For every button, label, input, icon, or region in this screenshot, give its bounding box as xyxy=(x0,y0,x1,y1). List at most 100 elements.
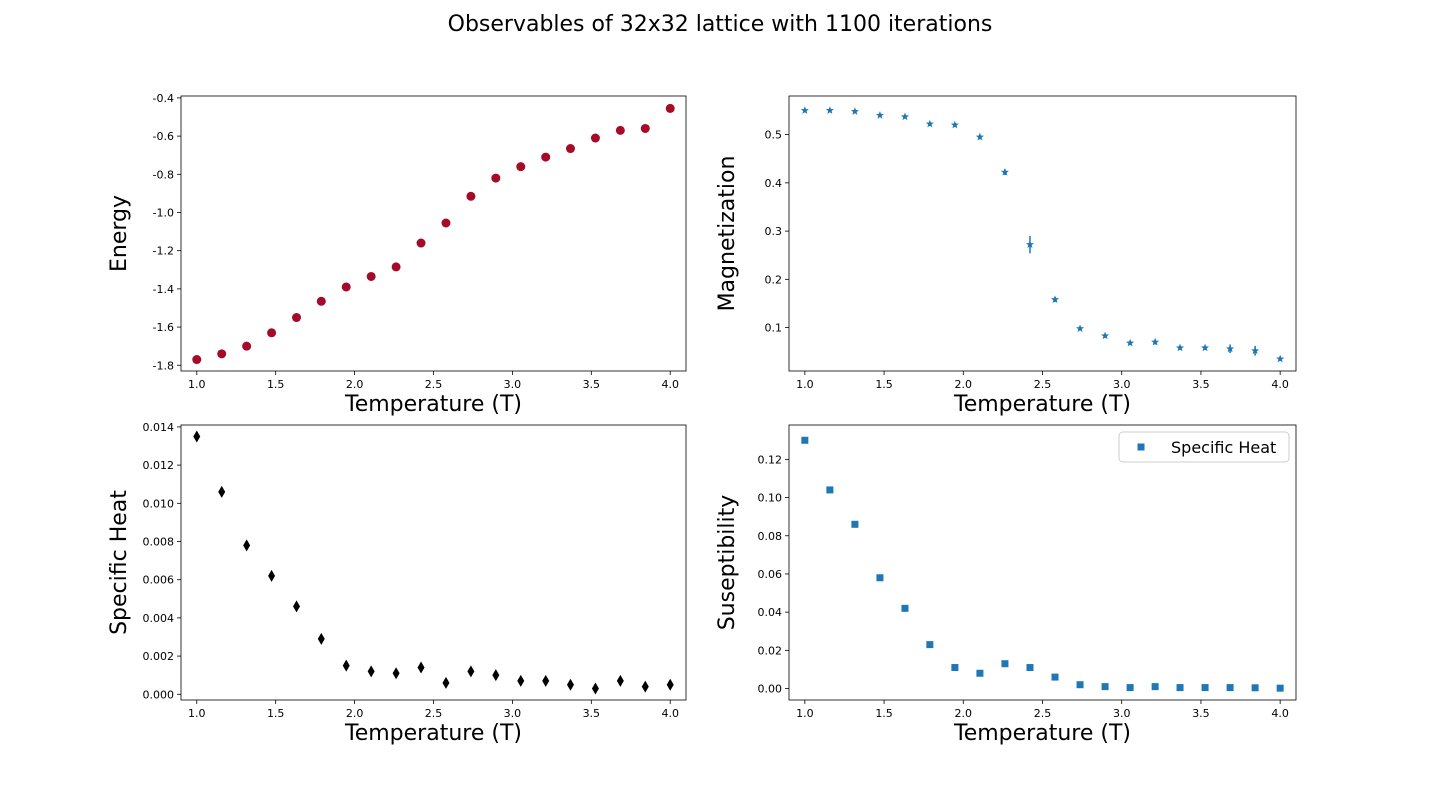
x-tick-label: 1.0 xyxy=(796,707,814,720)
data-point xyxy=(542,674,550,687)
x-tick-label: 4.0 xyxy=(661,378,679,391)
data-point xyxy=(1226,684,1234,692)
subplot-susceptibility: 1.0 1.5 2.0 2.5 3.0 3.5 4.0 0.00 0.02 0.04 0.06 0.0… xyxy=(715,424,1297,746)
data-point xyxy=(1051,673,1059,681)
x-tick-label: 4.0 xyxy=(661,707,679,720)
x-tick-label: 2.0 xyxy=(346,378,364,391)
y-tick-label: -0.4 xyxy=(153,92,174,105)
x-tick-label: 2.0 xyxy=(346,707,364,720)
data-point xyxy=(341,282,351,292)
x-tick-label: 3.5 xyxy=(583,378,601,391)
data-point xyxy=(267,328,277,338)
y-axis-label: Specific Heat xyxy=(107,490,132,635)
data-point xyxy=(442,676,450,689)
y-tick-label: 0.08 xyxy=(758,530,783,543)
data-point xyxy=(1176,343,1185,352)
y-tick-label: -1.6 xyxy=(153,321,174,334)
data-point xyxy=(641,680,649,693)
y-tick-label: 0.00 xyxy=(758,683,783,696)
data-point xyxy=(1126,338,1135,347)
x-axis-label: Temperature (T) xyxy=(344,721,522,746)
y-tick-label: -0.6 xyxy=(153,130,174,143)
data-point xyxy=(900,112,909,121)
x-tick-label: 2.5 xyxy=(425,378,443,391)
x-tick-label: 3.5 xyxy=(583,707,601,720)
data-point xyxy=(342,659,350,672)
y-tick-label: 0.12 xyxy=(758,453,783,466)
data-point xyxy=(615,125,625,135)
data-point xyxy=(850,107,859,115)
y-axis-label: Suseptibility xyxy=(715,495,740,631)
data-point xyxy=(801,436,809,444)
y-tick-label: -1.0 xyxy=(153,206,174,219)
data-point xyxy=(268,569,276,582)
x-tick-label: 3.5 xyxy=(1192,378,1210,391)
x-tick-label: 3.0 xyxy=(1113,707,1131,720)
plot-frame xyxy=(788,95,1297,372)
figure-title: Observables of 32x32 lattice with 1100 i… xyxy=(447,12,993,37)
data-point xyxy=(516,162,526,172)
y-tick-label: 0.014 xyxy=(143,421,175,434)
data-point xyxy=(218,485,226,498)
data-point xyxy=(851,520,859,528)
data-point xyxy=(1101,331,1110,340)
data-point xyxy=(640,123,650,133)
data-point xyxy=(950,120,959,129)
data-point xyxy=(1276,684,1284,692)
data-point xyxy=(591,682,599,695)
data-point xyxy=(366,271,376,281)
x-axis-label: Temperature (T) xyxy=(344,392,522,417)
data-point xyxy=(217,349,227,359)
data-point xyxy=(1276,354,1285,363)
x-tick-label: 2.0 xyxy=(955,378,973,391)
data-point xyxy=(1151,337,1160,346)
data-point xyxy=(193,430,201,443)
y-tick-label: 0.006 xyxy=(143,574,175,587)
plot-frame xyxy=(788,424,1297,701)
data-point xyxy=(665,103,675,113)
y-tick-label: 0.010 xyxy=(143,497,175,510)
x-tick-label: 3.5 xyxy=(1192,707,1210,720)
x-tick-label: 3.0 xyxy=(504,378,522,391)
data-point xyxy=(1151,683,1159,691)
x-tick-label: 3.0 xyxy=(504,707,522,720)
data-point xyxy=(616,674,624,687)
data-point xyxy=(1201,343,1210,352)
data-point xyxy=(1025,240,1034,248)
data-point xyxy=(1051,295,1060,303)
data-point xyxy=(590,133,600,143)
x-tick-label: 1.0 xyxy=(796,378,814,391)
data-point xyxy=(1226,344,1235,353)
data-point xyxy=(875,111,884,119)
x-tick-label: 1.0 xyxy=(188,707,206,720)
subplot-magnetization: 1.0 1.5 2.0 2.5 3.0 3.5 4.0 0.1 0.2 0.3 0.4 0.5 Temp… xyxy=(715,95,1297,417)
data-point xyxy=(926,641,934,649)
data-point xyxy=(565,144,575,154)
data-point xyxy=(976,669,984,677)
data-point xyxy=(1251,346,1260,355)
data-point xyxy=(1101,683,1109,691)
y-tick-label: 0.2 xyxy=(765,273,783,286)
y-tick-label: 0.4 xyxy=(765,177,783,190)
y-tick-label: 0.012 xyxy=(143,459,175,472)
y-tick-label: 0.3 xyxy=(765,225,783,238)
y-tick-label: -1.4 xyxy=(153,283,174,296)
x-tick-label: 3.0 xyxy=(1113,378,1131,391)
data-point xyxy=(243,539,251,552)
y-tick-label: 0.06 xyxy=(758,568,783,581)
data-point xyxy=(975,132,984,141)
data-point xyxy=(666,678,674,691)
x-tick-label: 2.5 xyxy=(425,707,443,720)
data-point xyxy=(416,238,426,248)
data-point xyxy=(925,119,934,128)
x-tick-label: 4.0 xyxy=(1271,378,1289,391)
y-tick-label: 0.10 xyxy=(758,492,783,505)
data-point xyxy=(541,152,551,162)
y-axis-label: Energy xyxy=(107,195,132,272)
data-point xyxy=(800,106,809,114)
y-tick-label: 0.1 xyxy=(765,322,783,335)
x-tick-label: 1.0 xyxy=(188,378,206,391)
data-point xyxy=(1126,684,1134,692)
y-tick-label: 0.004 xyxy=(143,612,175,625)
subplot-energy: 1.0 1.5 2.0 2.5 3.0 3.5 4.0 -1.8 -1.6 -1.4 -1.2 -1.… xyxy=(107,92,687,417)
